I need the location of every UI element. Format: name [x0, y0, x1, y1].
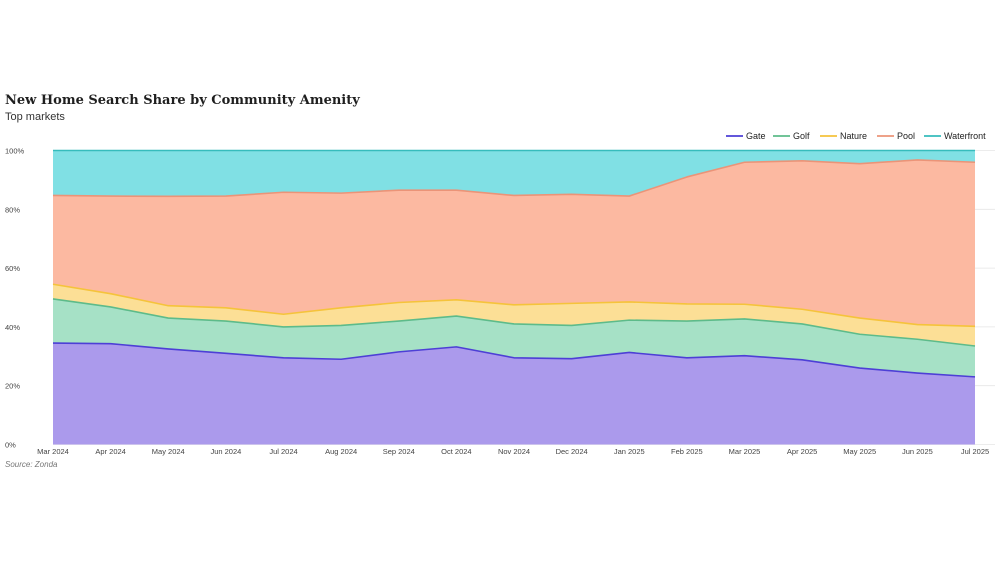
chart-subtitle: Top markets [5, 111, 65, 123]
area-gate [53, 343, 975, 445]
x-tick-label: Aug 2024 [325, 447, 357, 456]
legend-label-nature: Nature [840, 131, 867, 141]
x-tick-label: Nov 2024 [498, 447, 530, 456]
legend-label-golf: Golf [793, 131, 810, 141]
legend-label-pool: Pool [897, 131, 915, 141]
y-axis: 0% 20% 40% 60% 80% 100% [5, 147, 25, 450]
x-tick-label: Sep 2024 [383, 447, 415, 456]
x-tick-label: Dec 2024 [556, 447, 588, 456]
x-tick-label: Apr 2024 [95, 447, 125, 456]
x-tick-label: Jan 2025 [614, 447, 645, 456]
x-tick-label: Feb 2025 [671, 447, 703, 456]
x-tick-label: Jul 2025 [961, 447, 989, 456]
legend-label-waterfront: Waterfront [944, 131, 986, 141]
series-lines [52, 149, 976, 378]
y-tick-label: 0% [5, 441, 16, 450]
x-tick-label: Jun 2025 [902, 447, 933, 456]
line-gate [52, 342, 976, 378]
x-tick-label: Oct 2024 [441, 447, 471, 456]
line-golf [52, 298, 976, 347]
y-tick-label: 40% [5, 323, 20, 332]
x-tick-label: Mar 2025 [729, 447, 761, 456]
area-layers [53, 150, 975, 445]
line-pool [52, 159, 976, 198]
legend: Waterfront Pool Nature Golf Gate [726, 131, 986, 141]
chart-source: Source: Zonda [5, 460, 58, 469]
x-tick-label: May 2024 [152, 447, 185, 456]
y-tick-label: 80% [5, 205, 20, 214]
x-axis: Mar 2024 Apr 2024 May 2024 Jun 2024 Jul 2024… [37, 447, 989, 456]
line-nature [52, 283, 976, 328]
y-tick-label: 20% [5, 382, 20, 391]
legend-label-gate: Gate [746, 131, 766, 141]
x-tick-label: Jul 2024 [269, 447, 297, 456]
x-tick-label: Jun 2024 [210, 447, 241, 456]
y-tick-label: 60% [5, 264, 20, 273]
chart-title: New Home Search Share by Community Ameni… [5, 93, 360, 108]
area-nature [53, 284, 975, 347]
y-tick-label: 100% [5, 147, 25, 156]
x-tick-label: Mar 2024 [37, 447, 69, 456]
x-tick-label: Apr 2025 [787, 447, 817, 456]
area-pool [53, 159, 975, 327]
x-tick-label: May 2025 [843, 447, 876, 456]
